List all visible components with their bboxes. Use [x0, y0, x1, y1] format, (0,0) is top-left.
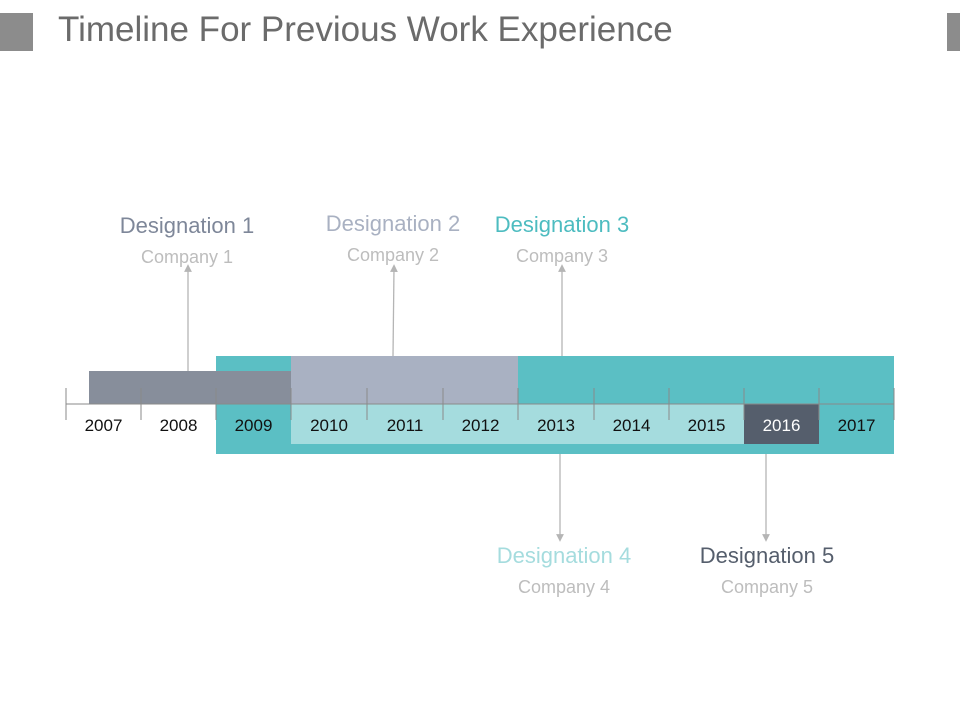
- year-label: 2015: [688, 416, 726, 435]
- entry-5-label: Designation 5 Company 5: [677, 543, 857, 598]
- entry-2-company: Company 2: [346, 245, 440, 265]
- entry-3-designation: Designation 3: [494, 212, 630, 237]
- lavender-range-block: [291, 356, 518, 404]
- year-label: 2009: [235, 416, 273, 435]
- entry-1-company: Company 1: [140, 247, 234, 267]
- entry-1-designation: Designation 1: [119, 213, 255, 238]
- year-label: 2012: [462, 416, 500, 435]
- year-label: 2013: [537, 416, 575, 435]
- year-label: 2016: [763, 416, 801, 435]
- entry-4-company: Company 4: [517, 577, 611, 597]
- entry-3-label: Designation 3 Company 3: [472, 212, 652, 267]
- connector-arrow-2: [390, 264, 398, 357]
- year-label: 2010: [310, 416, 348, 435]
- year-label: 2007: [85, 416, 123, 435]
- entry-1-label: Designation 1 Company 1: [97, 213, 277, 268]
- year-label: 2017: [838, 416, 876, 435]
- slate-range-bar: [89, 371, 291, 404]
- entry-2-label: Designation 2 Company 2: [303, 211, 483, 266]
- page-title: Timeline For Previous Work Experience: [58, 10, 673, 49]
- year-label: 2014: [613, 416, 651, 435]
- year-label: 2011: [387, 416, 424, 435]
- entry-4-designation: Designation 4: [496, 543, 632, 568]
- corner-decoration-right: [947, 13, 960, 51]
- entry-5-designation: Designation 5: [699, 543, 835, 568]
- entry-5-company: Company 5: [720, 577, 814, 597]
- entry-2-designation: Designation 2: [325, 211, 461, 236]
- highlight-year-cell: [744, 404, 819, 444]
- entry-3-company: Company 3: [515, 246, 609, 266]
- year-label: 2008: [160, 416, 198, 435]
- corner-decoration-left: [0, 13, 33, 51]
- entry-4-label: Designation 4 Company 4: [474, 543, 654, 598]
